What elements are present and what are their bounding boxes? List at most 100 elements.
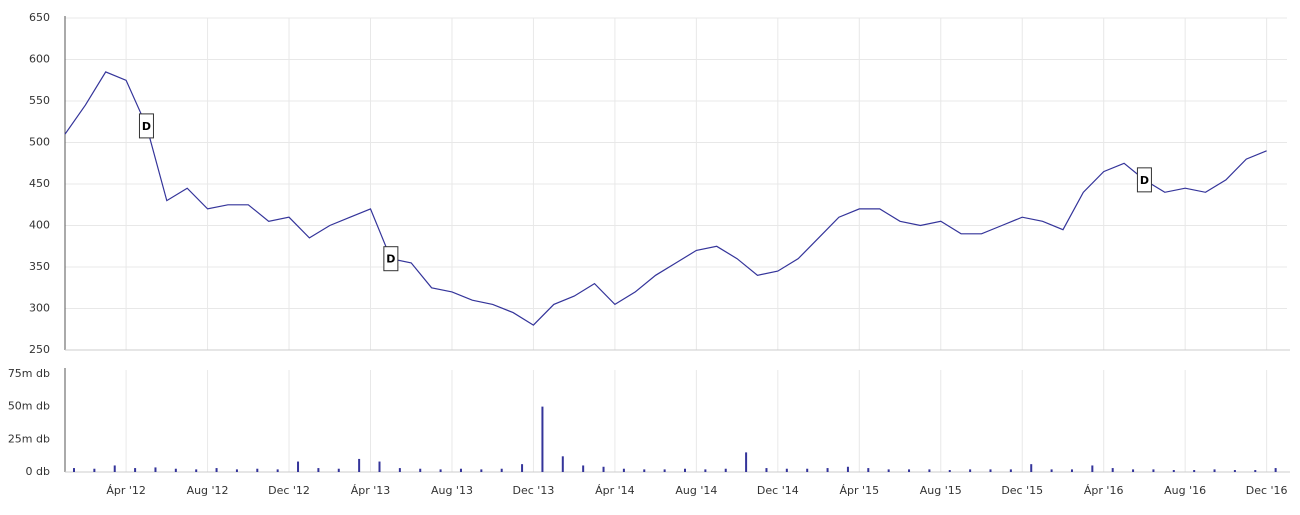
volume-bar (93, 468, 96, 472)
volume-bar (846, 466, 849, 472)
y-tick-label: 0 db (26, 465, 50, 478)
y-tick-label: 350 (29, 260, 50, 273)
y-tick-label: 400 (29, 219, 50, 232)
volume-bar (663, 469, 666, 472)
volume-bar (276, 469, 279, 472)
volume-bar (1070, 469, 1073, 472)
x-tick-label: Aug '15 (920, 484, 962, 497)
volume-bar (378, 461, 381, 472)
volume-bar (1091, 465, 1094, 472)
price-line (64, 71, 1267, 326)
volume-bar (745, 452, 748, 472)
x-tick-label: Dec '16 (1246, 484, 1288, 497)
volume-bar (1111, 468, 1114, 472)
x-tick-label: Ápr '15 (840, 484, 880, 497)
y-tick-label: 250 (29, 343, 50, 356)
x-tick-label: Dec '14 (757, 484, 799, 497)
volume-bar (867, 468, 870, 472)
volume-bar (154, 467, 157, 472)
volume-bar (969, 469, 972, 472)
y-tick-label: 75m db (8, 367, 50, 380)
x-tick-label: Ápr '12 (106, 484, 146, 497)
volume-bar (541, 406, 544, 472)
volume-bar (215, 468, 218, 472)
x-tick-label: Ápr '13 (351, 484, 391, 497)
x-tick-label: Aug '12 (187, 484, 229, 497)
volume-bar (419, 468, 422, 472)
x-tick-label: Aug '16 (1164, 484, 1206, 497)
volume-bar (358, 458, 361, 472)
volume-bar (887, 469, 890, 472)
y-tick-label: 450 (29, 177, 50, 190)
x-tick-label: Dec '13 (513, 484, 555, 497)
y-tick-label: 50m db (8, 400, 50, 413)
volume-bar (602, 466, 605, 472)
volume-bar (704, 469, 707, 472)
volume-bar (398, 468, 401, 472)
volume-bar (235, 469, 238, 472)
volume-bar (1193, 470, 1196, 472)
y-tick-label: 25m db (8, 432, 50, 445)
volume-bar (459, 468, 462, 472)
volume-bar (1030, 464, 1033, 472)
volume-bar (256, 468, 259, 472)
volume-bar (195, 469, 198, 472)
flag-label: D (142, 120, 151, 133)
flag-box (138, 113, 154, 139)
y-tick-label: 500 (29, 136, 50, 149)
volume-bar (1132, 469, 1135, 472)
dividend-flag: D (383, 246, 399, 272)
volume-bar (643, 469, 646, 472)
dividend-flag: D (138, 113, 154, 139)
volume-bar (561, 456, 564, 472)
volume-bar (1233, 470, 1236, 472)
volume-bar (113, 465, 116, 472)
y-tick-label: 300 (29, 302, 50, 315)
volume-bar (73, 468, 75, 472)
volume-bar (521, 464, 524, 472)
y-tick-label: 550 (29, 94, 50, 107)
volume-bar (317, 468, 320, 472)
volume-bar (1152, 469, 1155, 472)
x-tick-label: Aug '13 (431, 484, 473, 497)
volume-bar (582, 465, 585, 472)
dividend-flag: D (1136, 167, 1152, 193)
x-tick-label: Dec '12 (268, 484, 310, 497)
volume-bar (948, 470, 951, 472)
flag-box (1136, 167, 1152, 193)
flag-label: D (1140, 174, 1149, 187)
volume-bar (500, 468, 503, 472)
volume-panel: 0 db 25m db 50m db 75m db Ápr '12 Aug '12 Dec … (8, 367, 1290, 497)
volume-bar (806, 468, 809, 472)
volume-bar (826, 468, 829, 472)
volume-bar (480, 469, 483, 472)
volume-bar (337, 468, 340, 472)
volume-bar (989, 469, 992, 472)
volume-bar (174, 468, 177, 472)
volume-bar (724, 468, 727, 472)
price-panel: 250 300 350 400 450 500 550 600 650 D D D (29, 11, 1290, 356)
flag-box (383, 246, 399, 272)
volume-bar (1009, 469, 1012, 472)
volume-bar (1213, 469, 1216, 472)
volume-bar (622, 468, 625, 472)
y-tick-label: 650 (29, 11, 50, 24)
volume-bar (1254, 470, 1257, 472)
y-tick-label: 600 (29, 53, 50, 66)
volume-bar (785, 468, 788, 472)
x-tick-label: Aug '14 (675, 484, 717, 497)
volume-bar (1172, 470, 1175, 472)
volume-bar (765, 468, 768, 472)
volume-bar (439, 469, 442, 472)
volume-bar (684, 468, 686, 472)
volume-bar (1274, 468, 1277, 472)
volume-bar (908, 469, 911, 472)
x-tick-label: Ápr '14 (595, 484, 635, 497)
x-tick-label: Dec '15 (1001, 484, 1043, 497)
volume-bar (1050, 469, 1053, 472)
volume-bar (928, 469, 931, 472)
x-tick-label: Ápr '16 (1084, 484, 1124, 497)
volume-bar (134, 468, 137, 472)
